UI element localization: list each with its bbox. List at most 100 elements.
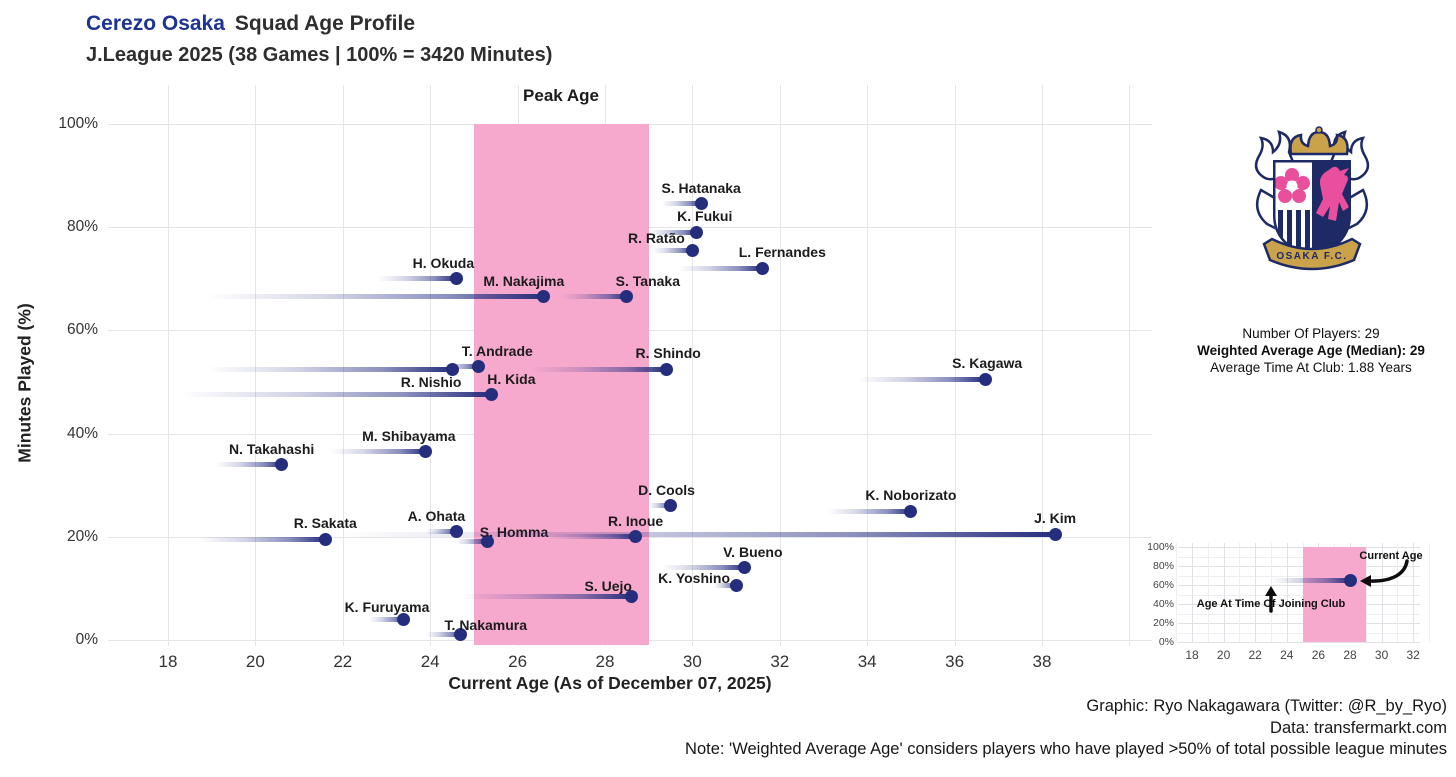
player-tenure-trail	[207, 294, 544, 300]
legend-gridline-vertical	[1286, 543, 1288, 642]
legend-arrows	[1265, 559, 1409, 613]
stat-number-of-players: Number Of Players: 29	[1242, 326, 1380, 341]
player-dot	[275, 458, 289, 472]
player-label: N. Takahashi	[228, 440, 315, 457]
gridline-vertical	[692, 85, 694, 646]
player-label: H. Okuda	[412, 254, 475, 271]
legend-gridline-horizontal	[1178, 575, 1420, 577]
legend-y-tick: 100%	[1147, 541, 1174, 553]
legend-gridline-vertical	[1397, 543, 1399, 642]
club-name: Cerezo Osaka	[86, 12, 225, 35]
footer-credits: Graphic: Ryo Nakagawara (Twitter: @R_by_…	[685, 696, 1447, 761]
player-label: M. Shibayama	[362, 427, 456, 444]
x-tick-label: 26	[508, 652, 528, 671]
gridline-vertical	[430, 85, 432, 646]
legend-gridline-vertical	[1413, 543, 1415, 642]
legend-gridline-horizontal	[1178, 566, 1420, 567]
x-tick-label: 18	[158, 652, 178, 671]
legend-x-tick: 30	[1374, 648, 1389, 662]
x-tick-label: 32	[770, 652, 790, 671]
gridline-vertical	[342, 85, 344, 646]
player-label: S. Uejo	[584, 578, 632, 595]
player-dot	[690, 225, 704, 239]
player-label: S. Kagawa	[952, 355, 1023, 372]
player-label: R. Ratão	[627, 230, 685, 247]
legend-gridline-horizontal	[1178, 632, 1420, 634]
legend-gridline-horizontal	[1178, 594, 1420, 596]
player-dot	[664, 499, 678, 513]
legend-gridline-vertical	[1239, 543, 1241, 642]
legend-peak-band	[1302, 547, 1366, 642]
y-tick-label: 60%	[66, 321, 98, 339]
club-crest: OSAKA F.C.	[1254, 126, 1370, 271]
player-label: V. Bueno	[723, 543, 783, 560]
legend-x-tick: 26	[1311, 648, 1326, 662]
player-tenure-trail	[425, 529, 457, 535]
player-tenure-trail	[338, 531, 1056, 537]
y-tick-label: 40%	[66, 424, 98, 442]
player-label: R. Inoue	[607, 512, 664, 529]
y-tick-label: 80%	[66, 218, 98, 236]
x-tick-label: 34	[857, 652, 877, 671]
legend-current-age-label: Current Age	[1359, 550, 1423, 562]
gridline-vertical	[779, 85, 781, 646]
player-dot	[480, 535, 494, 549]
player-dot	[1048, 527, 1062, 541]
player-tenure-trail	[456, 539, 487, 545]
gridline-vertical	[954, 85, 956, 646]
player-tenure-trail	[648, 503, 671, 509]
player-dot	[445, 362, 459, 376]
y-tick-label: 0%	[75, 631, 98, 648]
page-subtitle: J.League 2025 (38 Games | 100% = 3420 Mi…	[86, 44, 553, 66]
player-tenure-trail	[653, 247, 693, 253]
stat-average-time-at-club: Average Time At Club: 1.88 Years	[1210, 360, 1412, 375]
player-dot	[484, 388, 498, 402]
player-label: R. Nishio	[400, 374, 462, 391]
player-tenure-trail	[198, 536, 326, 542]
legend-gridline-vertical	[1381, 543, 1383, 642]
player-label: D. Cools	[638, 481, 695, 498]
legend-x-tick: 28	[1343, 648, 1357, 662]
player-tenure-trail	[827, 508, 911, 514]
player-label: R. Sakata	[293, 515, 357, 532]
legend-gridline-vertical	[1176, 543, 1178, 642]
player-dot	[624, 589, 638, 603]
player-label: M. Nakajima	[483, 272, 565, 289]
player-dot	[659, 362, 673, 376]
player-label: R. Shindo	[635, 345, 701, 362]
player-label: T. Nakamura	[444, 616, 528, 633]
player-label: K. Furuyama	[344, 599, 430, 616]
peak-age-annotation: Peak Age	[523, 86, 599, 105]
legend-x-tick: 22	[1248, 648, 1262, 662]
player-dot	[537, 290, 551, 304]
x-axis-title: Current Age (As of December 07, 2025)	[448, 673, 772, 693]
player-tenure-trail	[369, 616, 404, 622]
player-dot	[454, 628, 468, 642]
player-tenure-trail	[377, 276, 457, 282]
legend-gridline-horizontal	[1178, 642, 1420, 643]
gridline-vertical	[1129, 85, 1131, 646]
legend-gridline-horizontal	[1178, 547, 1420, 548]
x-tick-label: 30	[682, 652, 702, 671]
gridline-vertical	[867, 85, 869, 646]
player-dot	[397, 612, 411, 626]
legend-gridline-horizontal	[1178, 613, 1420, 615]
legend-y-tick: 0%	[1158, 636, 1174, 648]
player-dot	[978, 372, 992, 386]
player-label: K. Fukui	[677, 208, 733, 225]
legend-example-dot	[1343, 573, 1357, 587]
legend-gridline-vertical	[1223, 543, 1225, 642]
player-label: S. Tanaka	[615, 272, 681, 289]
legend-x-tick: 18	[1185, 648, 1199, 662]
legend-example-trail	[1271, 577, 1350, 583]
player-dot	[738, 561, 752, 575]
title-text: Squad Age Profile	[234, 12, 416, 35]
player-tenure-trail	[561, 294, 627, 300]
player-tenure-trail	[679, 265, 763, 271]
credit-data: Data: transfermarkt.com	[1270, 718, 1447, 737]
crest-cherry-blossom-icon	[1274, 168, 1310, 203]
legend-gridline-vertical	[1192, 543, 1193, 642]
